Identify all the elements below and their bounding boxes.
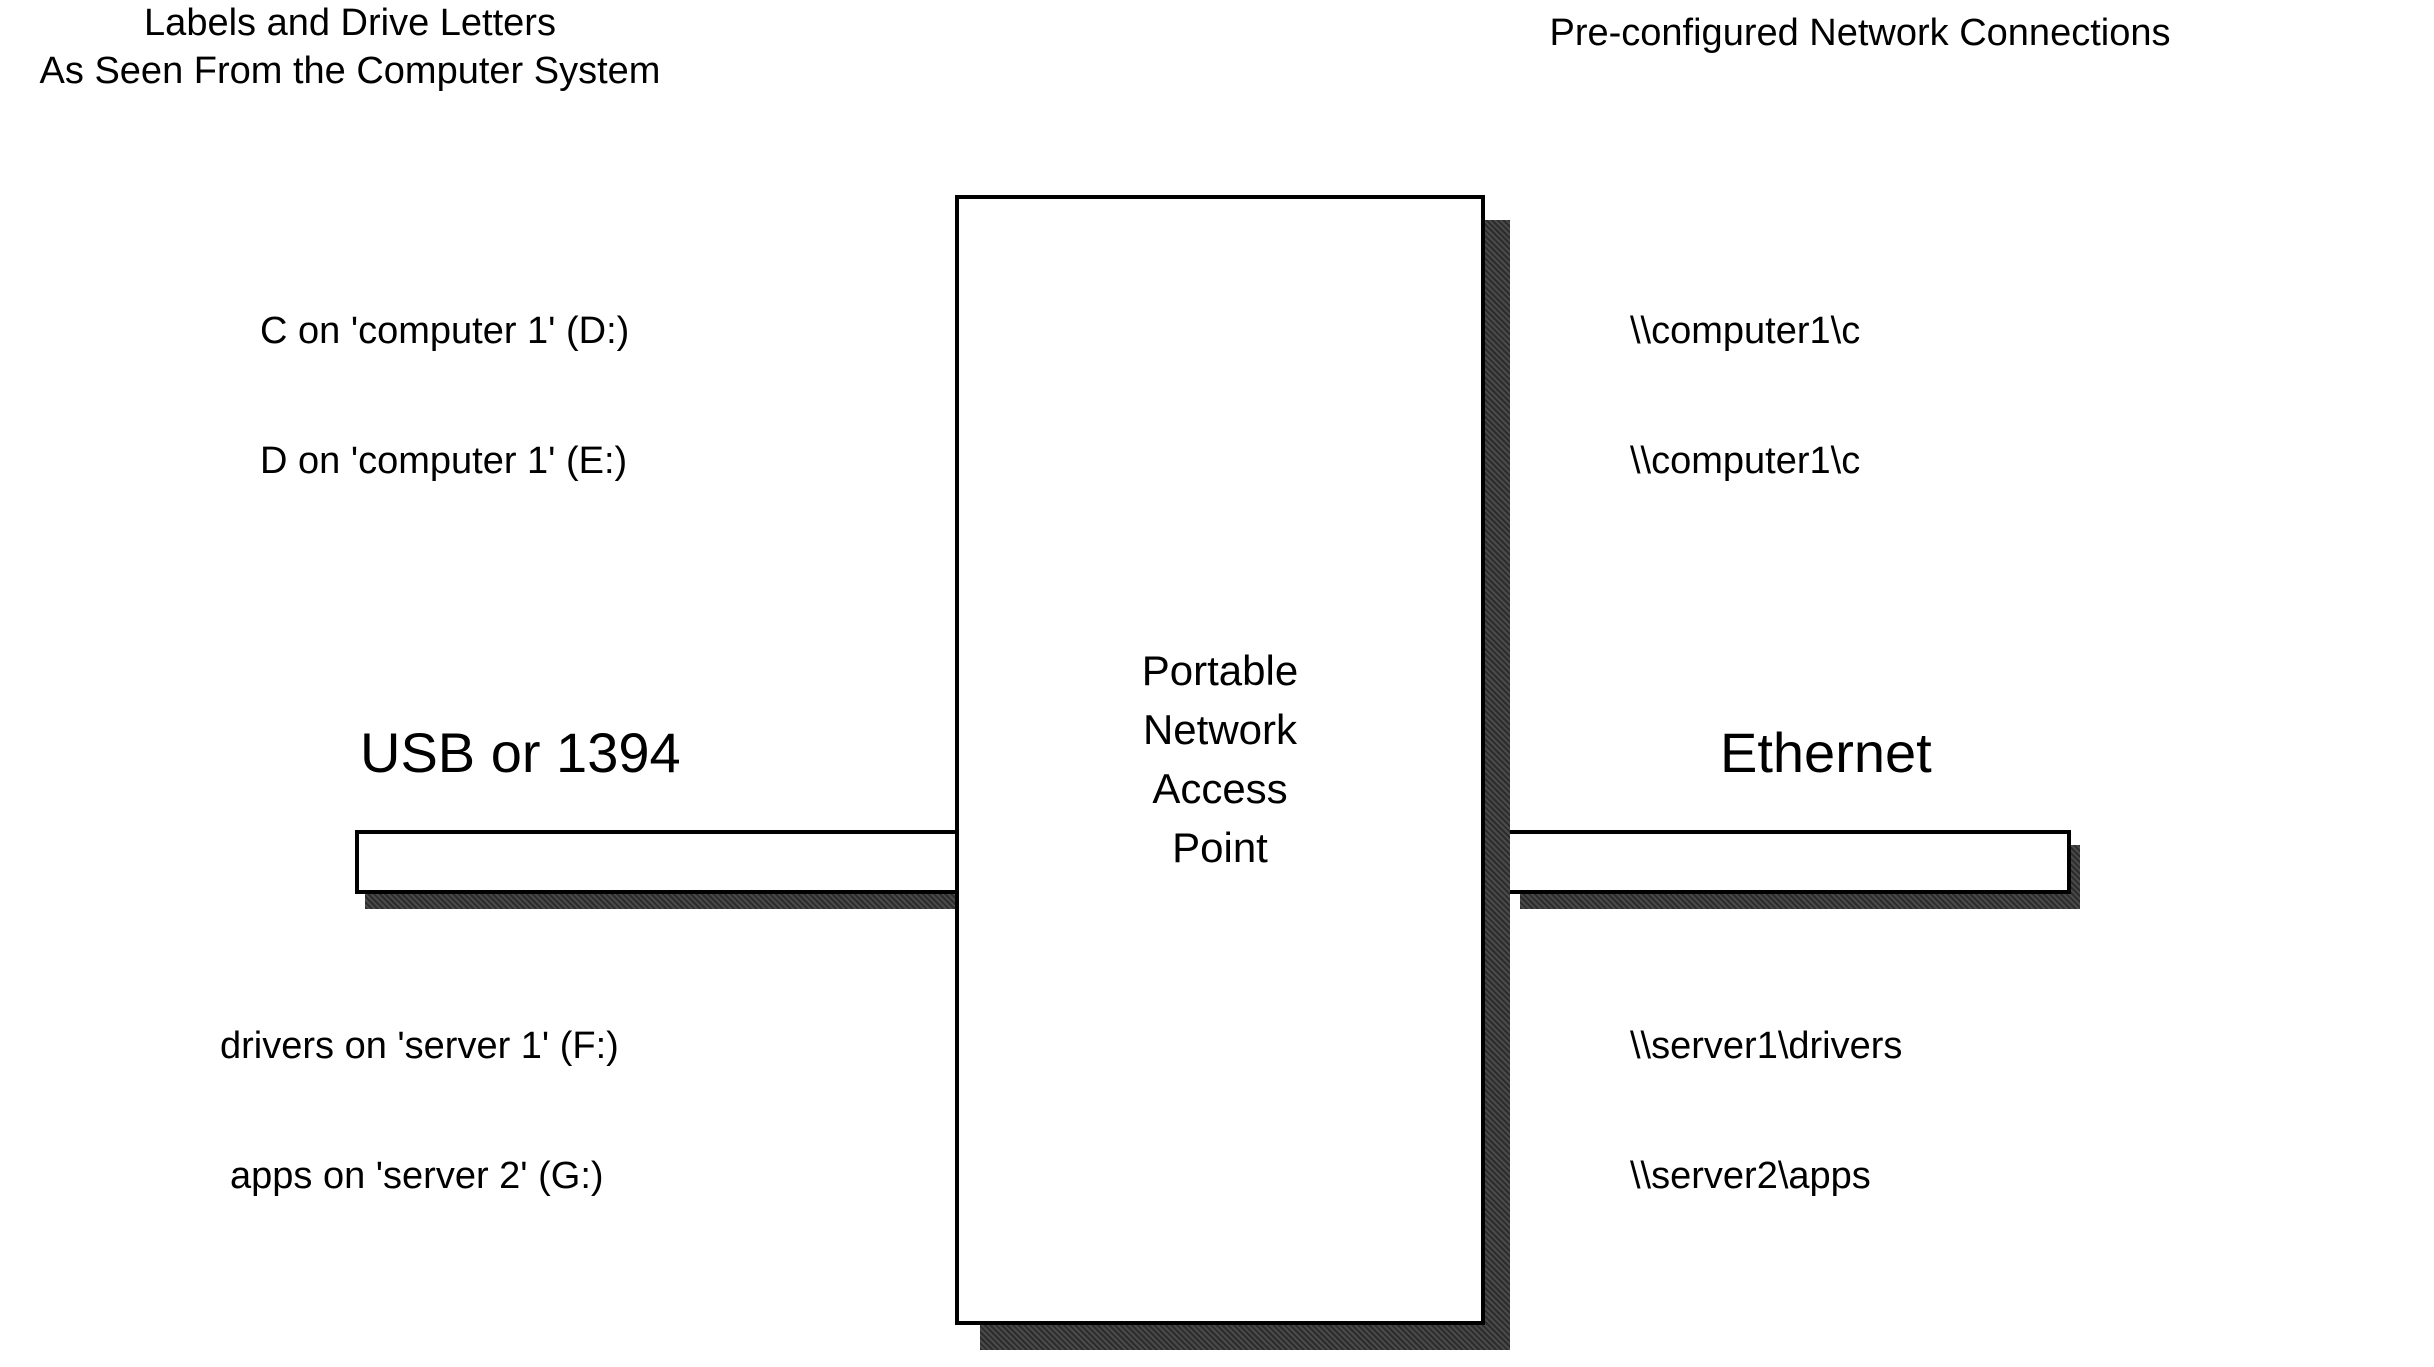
left-connection-label: USB or 1394 [360,720,681,785]
device-box: Portable Network Access Point [955,195,1485,1325]
left-item-2: drivers on 'server 1' (F:) [220,1025,619,1068]
heading-left: Labels and Drive Letters As Seen From th… [0,0,700,95]
device-label-line3: Access [1142,760,1298,819]
left-item-1: D on 'computer 1' (E:) [260,440,627,483]
device-label-line4: Point [1142,819,1298,878]
right-item-3: \\server2\apps [1630,1155,1871,1198]
device-label-line2: Network [1142,701,1298,760]
right-item-1: \\computer1\c [1630,440,1860,483]
right-connection-label: Ethernet [1720,720,1932,785]
left-item-0: C on 'computer 1' (D:) [260,310,629,353]
heading-left-line2: As Seen From the Computer System [0,48,700,96]
left-connector-bar [355,830,959,894]
right-item-0: \\computer1\c [1630,310,1860,353]
device-label-line1: Portable [1142,642,1298,701]
right-connector-bar [1481,830,2071,894]
device-label: Portable Network Access Point [1142,642,1298,877]
right-item-2: \\server1\drivers [1630,1025,1902,1068]
heading-left-line1: Labels and Drive Letters [0,0,700,48]
heading-right: Pre-configured Network Connections [1295,12,2425,55]
left-item-3: apps on 'server 2' (G:) [230,1155,604,1198]
